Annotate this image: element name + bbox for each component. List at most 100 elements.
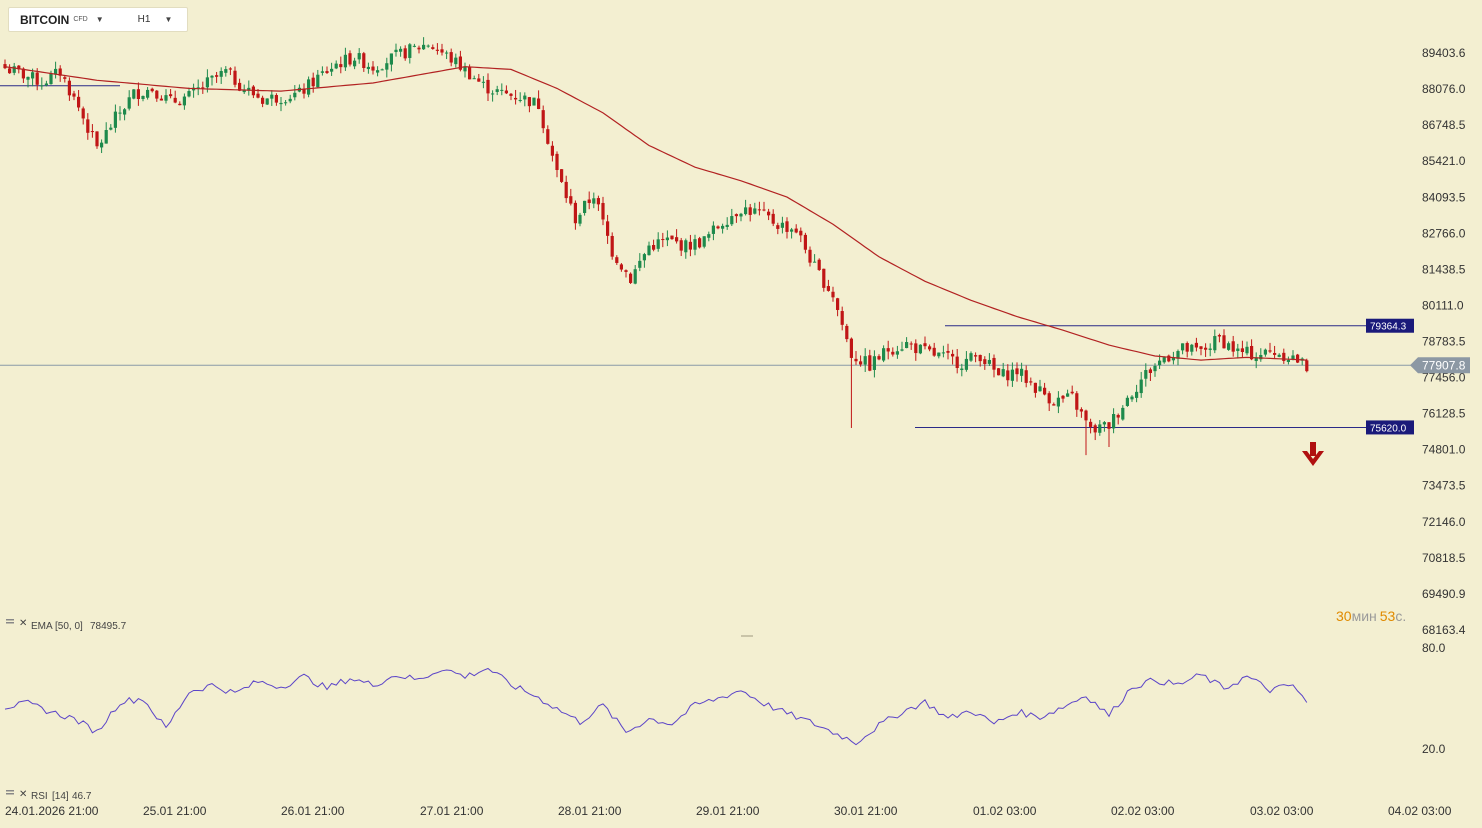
candle-body [918,344,922,354]
candle-body [1204,347,1208,350]
symbol-dropdown-icon[interactable]: ▼ [95,15,104,24]
candle-body [601,202,605,220]
candle-body [932,347,936,356]
candle-body [564,181,568,199]
candle-body [44,83,48,86]
candle-body [923,343,927,347]
price-tick-label: 76128.5 [1422,407,1466,421]
candle-body [500,89,504,91]
candle-body [1098,424,1102,433]
candle-body [1102,422,1106,425]
candle-body [141,95,145,100]
candle-body [54,68,58,75]
symbol-name[interactable]: BITCOIN [20,12,70,27]
menu-icon[interactable] [6,619,14,621]
candle-body [31,72,35,79]
candle-body [785,221,789,232]
candle-body [63,77,67,79]
candle-body [895,351,899,355]
candle-body [228,68,232,70]
candle-body [1268,350,1272,352]
candle-body [721,225,725,229]
candle-body [1010,369,1014,381]
candle-body [12,66,16,73]
timeframe-select[interactable]: H1 [137,14,151,25]
candle-body [1038,386,1042,392]
candle-body [652,244,656,250]
candle-body [1291,355,1295,360]
instrument-toolbar: BITCOIN CFD ▼ H1 ▼ [8,7,188,32]
candle-body [1020,368,1024,376]
candle-body [619,264,623,270]
current-price-tag-bg [1410,357,1470,374]
candle-body [969,353,973,361]
candle-body [707,234,711,238]
candle-body [26,76,30,80]
candle-body [1112,414,1116,429]
candle-body [81,108,85,119]
candle-body [675,237,679,242]
ema-legend-params: [50, 0] [55,621,83,632]
candle-body [219,70,223,77]
ema-legend-label: EMA [31,621,53,632]
menu-icon[interactable] [6,790,14,792]
candle-body [711,225,715,234]
candle-body [790,229,794,232]
candle-body [182,96,186,106]
candle-body [1107,422,1111,429]
candle-body [353,60,357,67]
candle-body [592,198,596,204]
candle-body [799,230,803,236]
candle-body [320,71,324,73]
candle-body [1181,343,1185,351]
candle-body [849,338,853,358]
candle-body [1015,368,1019,375]
candle-body [123,109,127,115]
candle-body [169,94,173,97]
candle-body [546,129,550,144]
rsi-legend[interactable]: ✕ RSI [14] 46.7 [6,789,92,802]
price-tick-label: 70818.5 [1422,551,1466,565]
candle-body [1144,370,1148,379]
symbol-tag: CFD [73,16,88,23]
candle-body [1061,395,1065,399]
close-icon[interactable]: ✕ [19,789,27,800]
candle-body [1236,348,1240,352]
candle-body [380,69,384,71]
rsi-layer [4,667,1308,746]
candle-body [205,77,209,88]
close-icon[interactable]: ✕ [19,618,27,629]
candle-body [1245,346,1249,354]
candle-body [661,239,665,241]
candle-body [1296,354,1300,363]
timeframe-dropdown-icon[interactable]: ▼ [164,15,173,24]
candle-body [1263,349,1267,355]
candle-body [1084,410,1088,421]
candle-body [417,47,421,50]
candle-body [905,342,909,349]
candle-body [642,254,646,261]
candle-body [863,356,867,365]
candle-body [242,89,246,93]
candle-body [164,95,168,101]
candle-body [886,348,890,352]
candle-body [1208,348,1212,350]
candle-body [362,53,366,69]
candle-body [702,236,706,247]
candle-body [72,93,76,97]
candle-body [813,261,817,263]
candle-body [992,357,996,370]
candle-body [569,196,573,204]
candle-body [1167,355,1171,362]
candle-body [509,93,513,96]
candle-body [964,358,968,370]
time-tick-label: 03.02 03:00 [1250,804,1314,818]
candle-body [173,97,177,103]
candle-body [376,70,380,73]
pane-resize-handle[interactable] [741,635,753,637]
candle-body [638,260,642,268]
candle-body [481,81,485,83]
ema-legend[interactable]: ✕ EMA [50, 0] 78495.7 [6,618,127,632]
candle-body [771,213,775,224]
